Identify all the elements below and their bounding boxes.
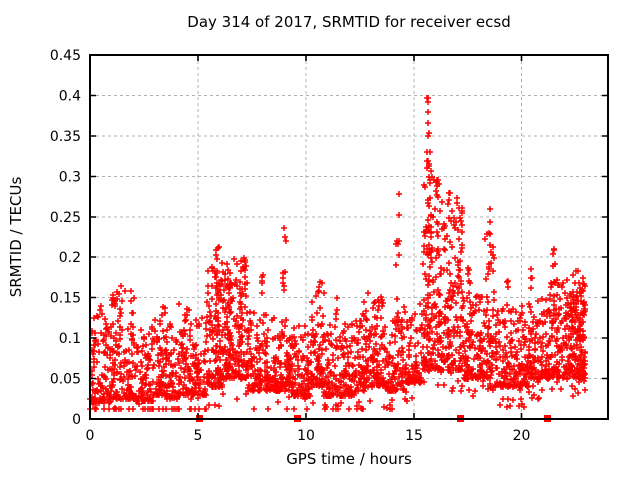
tick-labels: 0 5 10 15 20 0 0.05 0.1 0.15 0.2 0.25 0.3 0.35 0.4 0.4… bbox=[50, 48, 531, 444]
x-tick-label: 15 bbox=[405, 428, 423, 444]
tick-marks bbox=[89, 54, 608, 420]
y-tick-label: 0.05 bbox=[50, 372, 81, 388]
y-tick-label: 0.45 bbox=[50, 48, 81, 64]
x-tick-label: 0 bbox=[86, 428, 95, 444]
chart-title: Day 314 of 2017, SRMTID for receiver ecs… bbox=[187, 13, 511, 31]
y-tick-label: 0 bbox=[72, 412, 81, 428]
y-tick-label: 0.2 bbox=[59, 250, 81, 266]
plot-border bbox=[89, 54, 609, 420]
y-tick-label: 0.3 bbox=[59, 170, 81, 186]
x-tick-label: 20 bbox=[513, 428, 531, 444]
y-tick-label: 0.1 bbox=[59, 331, 81, 347]
y-tick-label: 0.35 bbox=[50, 129, 81, 145]
x-tick-label: 10 bbox=[297, 428, 315, 444]
x-tick-label: 5 bbox=[194, 428, 203, 444]
y-tick-label: 0.15 bbox=[50, 291, 81, 307]
data-points-srmtid bbox=[87, 95, 588, 412]
x-axis-label: GPS time / hours bbox=[286, 450, 412, 468]
y-tick-label: 0.25 bbox=[50, 210, 81, 226]
y-tick-label: 0.4 bbox=[59, 89, 81, 105]
